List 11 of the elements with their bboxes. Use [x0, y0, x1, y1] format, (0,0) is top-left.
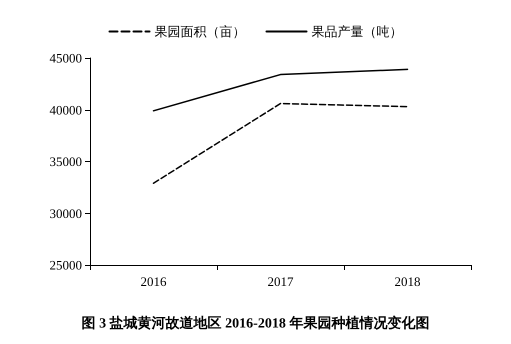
y-tick-label: 35000	[50, 154, 82, 169]
text: 图 3 盐城黄河故道地区 2016-2018 年果园种植情况变化图	[82, 314, 430, 332]
legend-label: 果园面积（亩）	[154, 24, 246, 39]
y-tick-label: 45000	[50, 50, 82, 66]
legend-label: 果品产量（吨）	[312, 24, 402, 39]
x-tick-label: 2017	[268, 274, 294, 289]
y-tick-label: 40000	[50, 102, 82, 118]
x-tick-label: 2016	[140, 274, 167, 289]
x-tick-label: 2018	[394, 274, 420, 289]
y-tick-label: 25000	[50, 258, 82, 272]
y-tick-label: 30000	[50, 206, 82, 221]
